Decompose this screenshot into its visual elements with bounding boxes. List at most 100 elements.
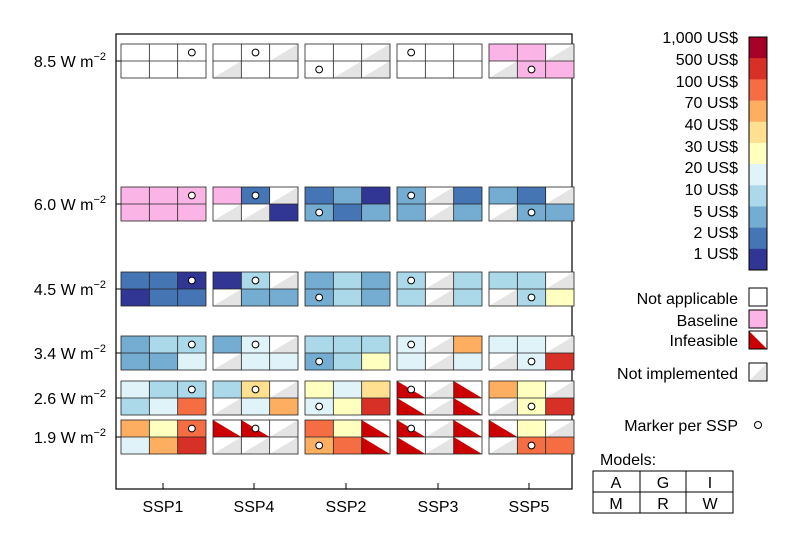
cell-ssp5-2-g <box>517 272 546 289</box>
cell-ssp3-4-r-hatch <box>425 398 454 415</box>
cell-ssp3-0-w <box>453 61 482 78</box>
cell-block-ssp1-3 <box>120 335 207 371</box>
cell-ssp1-3-m <box>121 353 150 370</box>
cell-ssp4-1-r-hatch <box>241 204 270 221</box>
cell-ssp5-1-g <box>517 187 546 204</box>
y-tick-label-6_0: 6.0 W m−2 <box>34 194 106 214</box>
cell-ssp5-4-a <box>489 381 518 398</box>
plot-frame <box>115 33 573 490</box>
cell-ssp2-1-r <box>333 204 362 221</box>
color-scale-label-500: 500 US$ <box>676 52 738 69</box>
cell-ssp5-2-w <box>545 289 574 306</box>
cell-ssp2-3-g <box>333 336 362 353</box>
cell-block-ssp5-1 <box>488 186 575 222</box>
cell-block-ssp3-1 <box>396 186 483 222</box>
cell-ssp2-0-a <box>305 44 334 61</box>
cell-block-ssp2-1 <box>304 186 391 222</box>
models-legend-title: Models: <box>600 452 656 469</box>
y-tick-label-4_5: 4.5 W m−2 <box>34 279 106 299</box>
color-scale-labels: 1,000 US$ 500 US$ 100 US$ 70 US$ 40 US$ … <box>662 30 738 263</box>
x-tick-label-ssp3: SSP3 <box>418 499 459 516</box>
x-tick-label-ssp5: SSP5 <box>509 499 550 516</box>
color-scale-bin-20-30 <box>749 164 767 186</box>
cell-ssp1-5-g <box>149 420 178 437</box>
cell-ssp4-3-r <box>241 353 270 370</box>
heatmap-cells <box>120 43 575 455</box>
cell-ssp3-5-w-infeasible <box>453 437 482 454</box>
cell-ssp1-2-w <box>177 289 206 306</box>
cell-block-ssp4-5 <box>212 419 299 455</box>
cell-ssp2-3-r <box>333 353 362 370</box>
marker-ssp2-2 <box>315 293 324 302</box>
cell-ssp4-1-i-hatch <box>269 187 298 204</box>
marker-ssp3-3 <box>407 340 416 349</box>
cell-block-ssp4-0 <box>212 43 299 79</box>
cell-block-ssp3-0 <box>396 43 483 79</box>
cell-ssp3-2-g-hatch <box>425 272 454 289</box>
color-scale-bin-5-10 <box>749 206 767 228</box>
legend-swatch-infeasible <box>749 331 767 349</box>
cell-ssp3-1-w <box>453 204 482 221</box>
cell-ssp4-3-m-hatch <box>213 353 242 370</box>
cell-ssp3-2-w <box>453 289 482 306</box>
cell-ssp1-2-a <box>121 272 150 289</box>
cell-ssp1-3-w <box>177 353 206 370</box>
marker-ssp2-4 <box>315 402 324 411</box>
cell-block-ssp3-3 <box>396 335 483 371</box>
legend-label-not-applicable: Not applicable <box>637 291 739 308</box>
cell-block-ssp1-5 <box>120 419 207 455</box>
cell-ssp2-1-a <box>305 187 334 204</box>
cell-ssp5-2-m-hatch <box>489 289 518 306</box>
cell-block-ssp2-2 <box>304 271 391 307</box>
cell-ssp5-3-m-hatch <box>489 353 518 370</box>
color-scale-bin-500-1000 <box>749 58 767 80</box>
marker-ssp2-5 <box>315 441 324 450</box>
color-scale-label-30: 30 US$ <box>685 139 738 156</box>
color-scale-bin-40-70 <box>749 121 767 144</box>
color-scale-label-70: 70 US$ <box>685 95 738 112</box>
cell-ssp2-0-i-hatch <box>361 44 390 61</box>
cell-ssp4-4-i-hatch <box>269 381 298 398</box>
cell-block-ssp1-2 <box>120 271 207 307</box>
cell-ssp5-4-i-hatch <box>545 381 574 398</box>
legend-swatch-infeasible-border <box>748 330 768 350</box>
cell-ssp3-1-m <box>397 204 426 221</box>
cell-ssp3-4-m-infeasible <box>397 398 426 415</box>
marker-ssp5-3 <box>527 357 536 366</box>
cell-ssp1-4-m <box>121 398 150 415</box>
cell-ssp1-5-r <box>149 437 178 454</box>
cell-ssp5-1-w <box>545 204 574 221</box>
cell-ssp3-3-r-hatch <box>425 353 454 370</box>
marker-ssp4-2 <box>251 276 260 285</box>
cell-ssp5-3-i-hatch <box>545 336 574 353</box>
cell-ssp4-3-i-hatch <box>269 336 298 353</box>
cell-ssp1-3-a <box>121 336 150 353</box>
cell-ssp3-1-g-hatch <box>425 187 454 204</box>
cell-ssp1-4-a <box>121 381 150 398</box>
legend-swatch-not-applicable <box>748 287 768 307</box>
cell-ssp3-2-r-hatch <box>425 289 454 306</box>
cell-ssp3-0-r <box>425 61 454 78</box>
cell-ssp4-1-m-hatch <box>213 204 242 221</box>
cell-block-ssp4-1 <box>212 186 299 222</box>
color-scale-label-5: 5 US$ <box>694 204 739 221</box>
cell-ssp4-3-a <box>213 336 242 353</box>
cell-ssp5-5-a-infeasible <box>489 420 518 437</box>
cell-ssp5-0-m-hatch <box>489 61 518 78</box>
marker-ssp5-4 <box>527 402 536 411</box>
cell-block-ssp5-4 <box>488 380 575 416</box>
cell-ssp2-2-g <box>333 272 362 289</box>
cell-ssp3-2-i <box>453 272 482 289</box>
model-label-w: W <box>702 496 718 513</box>
cell-ssp1-1-m <box>121 204 150 221</box>
cell-ssp2-3-a <box>305 336 334 353</box>
cell-ssp4-5-w-hatch <box>269 437 298 454</box>
cell-ssp1-4-r <box>149 398 178 415</box>
legend-marker-circle <box>754 421 762 429</box>
cell-ssp4-2-m-hatch <box>213 289 242 306</box>
cell-ssp3-1-i <box>453 187 482 204</box>
cell-ssp2-0-g <box>333 44 362 61</box>
x-tick-label-ssp1: SSP1 <box>143 499 184 516</box>
cell-ssp2-2-r <box>333 289 362 306</box>
